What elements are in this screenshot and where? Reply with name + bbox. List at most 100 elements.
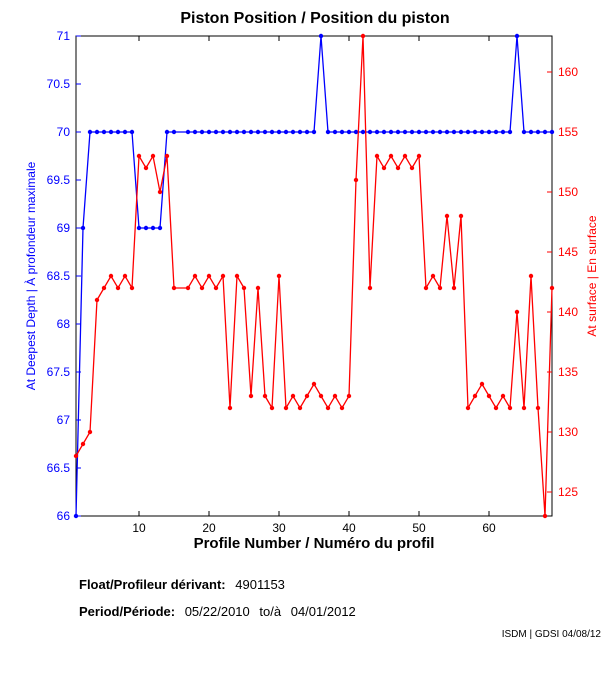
- left-series-point: [339, 129, 345, 135]
- plot-area: [75, 35, 553, 517]
- right-series-point: [402, 153, 408, 159]
- left-series-point: [164, 129, 170, 135]
- left-series-point: [157, 225, 163, 231]
- right-tick-label: 155: [558, 125, 578, 139]
- left-series-point: [269, 129, 275, 135]
- left-series-point: [374, 129, 380, 135]
- credit-text: ISDM | GDSI 04/08/12: [501, 629, 601, 640]
- left-series-point: [542, 129, 548, 135]
- left-series-point: [283, 129, 289, 135]
- left-series-point: [255, 129, 261, 135]
- right-series-point: [388, 153, 394, 159]
- right-series-point: [444, 213, 450, 219]
- left-axis: 66 66.5 67 67.5 68 68.5 69 69.5 70 70.5 71: [47, 29, 81, 523]
- left-series-point: [220, 129, 226, 135]
- left-series-point: [444, 129, 450, 135]
- left-tick-label: 66.5: [47, 461, 71, 475]
- x-tick-label: 60: [482, 521, 496, 535]
- left-series-point: [395, 129, 401, 135]
- right-series-point: [416, 153, 422, 159]
- right-tick-label: 125: [558, 485, 578, 499]
- chart-title: Piston Position / Position du piston: [180, 10, 449, 27]
- right-series-point: [143, 165, 149, 171]
- left-series-point: [241, 129, 247, 135]
- left-series-point: [94, 129, 100, 135]
- right-series-point: [346, 393, 352, 399]
- left-series-point: [514, 33, 520, 39]
- left-series-point: [115, 129, 121, 135]
- right-series-point: [500, 393, 506, 399]
- left-tick-label: 68.5: [47, 269, 71, 283]
- left-series-point: [262, 129, 268, 135]
- left-series-point: [388, 129, 394, 135]
- left-series-point: [451, 129, 457, 135]
- left-series-point: [192, 129, 198, 135]
- right-series-point: [248, 393, 254, 399]
- left-series-point: [290, 129, 296, 135]
- left-series-point: [528, 129, 534, 135]
- right-series-point: [451, 285, 457, 291]
- left-tick-label: 70.5: [47, 77, 71, 91]
- right-series-point: [94, 297, 100, 303]
- x-tick-label: 20: [202, 521, 216, 535]
- right-tick-label: 130: [558, 425, 578, 439]
- right-series-point: [290, 393, 296, 399]
- left-series-point: [213, 129, 219, 135]
- right-series-point: [381, 165, 387, 171]
- right-tick-label: 135: [558, 365, 578, 379]
- left-series-point: [416, 129, 422, 135]
- left-series-point: [234, 129, 240, 135]
- right-tick-label: 160: [558, 65, 578, 79]
- left-tick-label: 67: [57, 413, 71, 427]
- right-series-point: [332, 393, 338, 399]
- left-series-point: [185, 129, 191, 135]
- right-series-point: [360, 33, 366, 39]
- right-series-line: [75, 35, 553, 517]
- right-series-point: [150, 153, 156, 159]
- right-series-point: [423, 285, 429, 291]
- float-value: 4901153: [235, 577, 285, 592]
- right-tick-label: 140: [558, 305, 578, 319]
- float-label: Float/Profileur dérivant:: [79, 577, 226, 592]
- left-series-point: [500, 129, 506, 135]
- right-series-point: [528, 273, 534, 279]
- right-series-point: [465, 405, 471, 411]
- left-series-point: [227, 129, 233, 135]
- left-series-point: [248, 129, 254, 135]
- x-axis: 10 20 30 40 50 60: [132, 36, 496, 535]
- right-series-point: [430, 273, 436, 279]
- left-series-point: [479, 129, 485, 135]
- right-series-point: [437, 285, 443, 291]
- x-axis-label: Profile Number / Numéro du profil: [194, 535, 435, 552]
- right-series-point: [157, 189, 163, 195]
- right-series-point: [374, 153, 380, 159]
- float-info: Float/Profileur dérivant: 4901153: [79, 577, 285, 592]
- period-info: Period/Période: 05/22/2010 to/à 04/01/20…: [79, 604, 356, 619]
- series-layer: [73, 33, 555, 519]
- right-series-point: [108, 273, 114, 279]
- left-series-point: [318, 33, 324, 39]
- right-series-point: [339, 405, 345, 411]
- right-series-point: [241, 285, 247, 291]
- right-series-point: [234, 273, 240, 279]
- right-series-point: [129, 285, 135, 291]
- left-series-point: [276, 129, 282, 135]
- right-series-point: [535, 405, 541, 411]
- left-tick-label: 71: [57, 29, 71, 43]
- left-series-point: [493, 129, 499, 135]
- left-series-point: [311, 129, 317, 135]
- right-axis-label: At surface | En surface: [585, 215, 599, 336]
- right-series-point: [171, 285, 177, 291]
- left-series-point: [150, 225, 156, 231]
- right-tick-label: 145: [558, 245, 578, 259]
- right-series-point: [304, 393, 310, 399]
- left-series-point: [304, 129, 310, 135]
- left-tick-label: 67.5: [47, 365, 71, 379]
- right-series-point: [269, 405, 275, 411]
- left-series-point: [325, 129, 331, 135]
- left-series-point: [171, 129, 177, 135]
- left-series-point: [129, 129, 135, 135]
- left-series-point: [87, 129, 93, 135]
- period-label: Period/Période:: [79, 604, 176, 619]
- x-tick-label: 50: [412, 521, 426, 535]
